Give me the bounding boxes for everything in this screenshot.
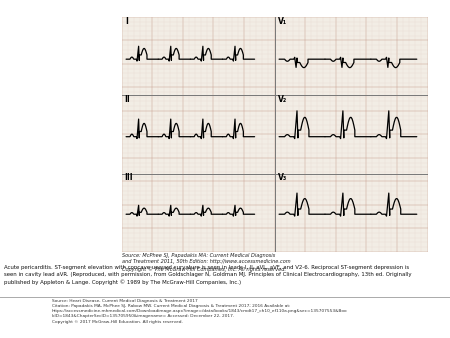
Text: V₃: V₃ xyxy=(278,173,288,182)
Text: Source: Heart Disease, Current Medical Diagnosis & Treatment 2017
Citation: Papa: Source: Heart Disease, Current Medical D… xyxy=(52,299,347,323)
Text: III: III xyxy=(124,173,133,182)
Text: Acute pericarditis. ST-segment elevation with concave upward curvature is seen i: Acute pericarditis. ST-segment elevation… xyxy=(4,265,412,285)
Text: Education: Education xyxy=(14,329,36,333)
Text: I: I xyxy=(125,17,128,26)
Text: Hill: Hill xyxy=(18,319,32,328)
Text: V₁: V₁ xyxy=(278,17,288,26)
Text: II: II xyxy=(125,95,130,104)
Text: Source: McPhee SJ, Papadakis MA: Current Medical Diagnosis
and Treatment 2011, 5: Source: McPhee SJ, Papadakis MA: Current… xyxy=(122,253,290,272)
Text: Graw: Graw xyxy=(14,312,36,321)
Text: V₂: V₂ xyxy=(278,95,288,104)
Text: Mc: Mc xyxy=(19,305,31,314)
